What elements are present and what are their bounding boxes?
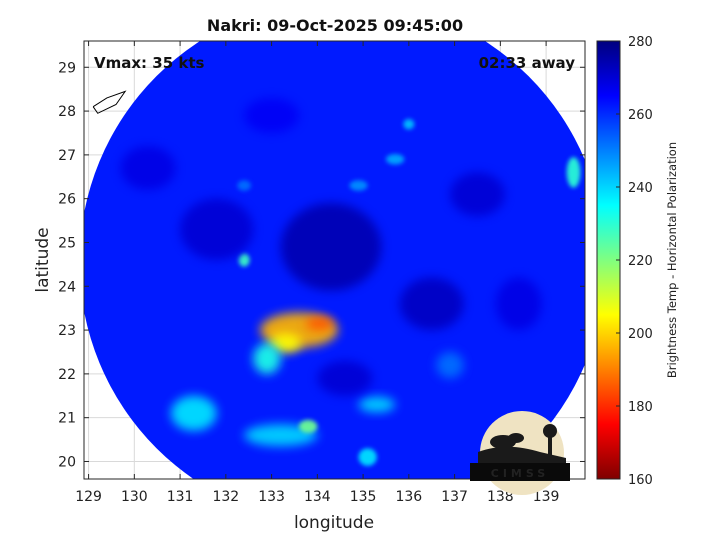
tb-feature (385, 154, 405, 165)
cimss-logo: CIMSS (470, 411, 570, 495)
tb-feature (358, 396, 396, 413)
colorbar-tick-label: 260 (628, 108, 653, 123)
distance-annotation: 02:33 away (479, 54, 576, 72)
vmax-annotation: Vmax: 35 kts (94, 54, 204, 72)
colorbar-tick-label: 180 (628, 400, 653, 415)
tb-feature (253, 343, 281, 374)
y-tick-label: 26 (58, 192, 76, 208)
tb-feature (349, 180, 368, 191)
colorbar-label: Brightness Temp - Horizontal Polarizatio… (665, 142, 679, 378)
colorbar-tick-label: 240 (628, 181, 653, 196)
tb-feature (244, 424, 318, 447)
x-tick-label: 137 (441, 489, 468, 505)
y-axis-ticks: 20 21 22 23 24 25 26 27 28 29 (58, 60, 585, 470)
x-tick-label: 138 (487, 489, 514, 505)
tb-feature (299, 419, 318, 434)
y-axis-label: latitude (33, 227, 53, 292)
cimss-logo-text: CIMSS (491, 467, 549, 480)
coastline (92, 90, 127, 114)
tb-feature (244, 97, 300, 133)
x-tick-label: 134 (304, 489, 331, 505)
brightness-features (120, 97, 581, 466)
x-axis-ticks: 129 130 131 132 133 134 135 136 137 138 139 (75, 41, 559, 505)
tb-feature (399, 277, 464, 331)
chart-title: Nakri: 09-Oct-2025 09:45:00 (207, 16, 463, 35)
x-tick-label: 129 (75, 489, 102, 505)
tb-feature (170, 395, 217, 431)
x-tick-label: 130 (121, 489, 148, 505)
tb-feature (305, 316, 334, 331)
colorbar-tick-label: 280 (628, 35, 653, 50)
y-tick-label: 20 (58, 454, 76, 470)
x-tick-label: 135 (350, 489, 377, 505)
colorbar-ticks: 160 180 200 220 240 260 280 (616, 35, 653, 488)
tb-feature (403, 118, 415, 130)
x-axis-label: longitude (294, 513, 374, 533)
tb-feature (120, 146, 176, 190)
y-tick-label: 27 (58, 148, 76, 164)
tb-feature (180, 198, 254, 260)
tb-feature (450, 172, 505, 217)
tb-feature (358, 448, 377, 466)
y-tick-label: 22 (58, 367, 76, 383)
tb-feature (566, 157, 581, 188)
tb-feature (269, 333, 302, 353)
tb-feature (317, 360, 373, 396)
y-tick-label: 29 (58, 60, 76, 76)
tb-feature (238, 253, 250, 267)
colorbar-tick-label: 200 (628, 327, 653, 342)
tb-feature (280, 203, 382, 291)
tb-feature (495, 277, 542, 331)
colorbar-tick-label: 220 (628, 254, 653, 269)
x-tick-label: 133 (258, 489, 285, 505)
swath-layer (84, 41, 585, 479)
y-tick-label: 24 (58, 279, 76, 295)
tb-feature (237, 180, 252, 191)
y-tick-label: 21 (58, 411, 76, 427)
colorbar-tick-label: 160 (628, 473, 653, 488)
x-tick-label: 139 (533, 489, 560, 505)
y-tick-label: 23 (58, 323, 76, 339)
x-tick-label: 131 (167, 489, 194, 505)
axes-frame (83, 40, 586, 480)
y-tick-label: 28 (58, 104, 76, 120)
x-tick-label: 136 (395, 489, 422, 505)
x-tick-label: 132 (212, 489, 239, 505)
y-tick-label: 25 (58, 235, 76, 251)
tb-feature (436, 351, 464, 379)
